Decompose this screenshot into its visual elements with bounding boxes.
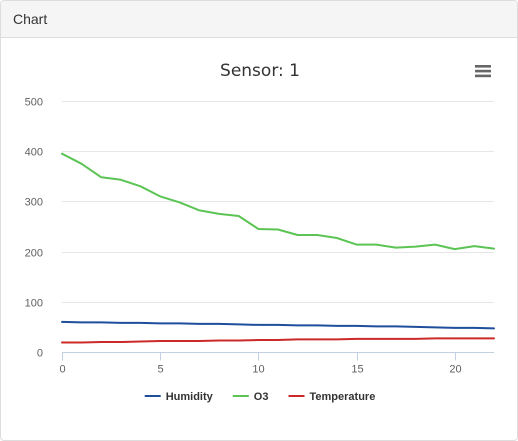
y-tick-label: 400 <box>25 147 43 159</box>
legend-label: O3 <box>254 391 269 403</box>
chart-title: Sensor: 1 <box>220 61 300 81</box>
legend-item-humidity[interactable]: Humidity <box>144 391 214 403</box>
y-tick-label: 500 <box>25 97 43 109</box>
x-tick-label: 20 <box>449 364 461 376</box>
x-tick-label: 15 <box>351 364 363 376</box>
axes: 0 100 200 300 400 500 0 5 10 15 20 <box>25 97 494 376</box>
chart-background <box>1 38 517 439</box>
panel-body: Sensor: 1 0 100 200 300 400 500 0 5 10 15 20 Humid… <box>1 38 517 439</box>
y-tick-label: 100 <box>25 298 43 310</box>
legend-label: Temperature <box>310 391 376 403</box>
legend-item-o3[interactable]: O3 <box>232 391 269 403</box>
x-tick-label: 0 <box>59 364 65 376</box>
series <box>61 152 495 344</box>
legend-item-temperature[interactable]: Temperature <box>288 391 376 403</box>
legend-label: Humidity <box>166 391 214 403</box>
series-line-humidity <box>61 320 495 330</box>
x-tick-label: 5 <box>157 364 163 376</box>
y-tick-label: 200 <box>25 248 43 260</box>
chart-menu-button[interactable] <box>475 65 491 78</box>
series-line-o3 <box>61 152 495 251</box>
hamburger-menu-icon <box>475 65 491 78</box>
grid <box>62 101 494 303</box>
series-line-temperature <box>61 337 495 344</box>
y-tick-label: 0 <box>37 348 43 360</box>
panel-heading: Chart <box>1 1 517 38</box>
legend: Humidity O3 Temperature <box>144 391 376 403</box>
x-tick-label: 10 <box>252 364 264 376</box>
y-tick-label: 300 <box>25 197 43 209</box>
line-chart: Sensor: 1 0 100 200 300 400 500 0 5 10 15 20 Humid… <box>1 38 517 439</box>
